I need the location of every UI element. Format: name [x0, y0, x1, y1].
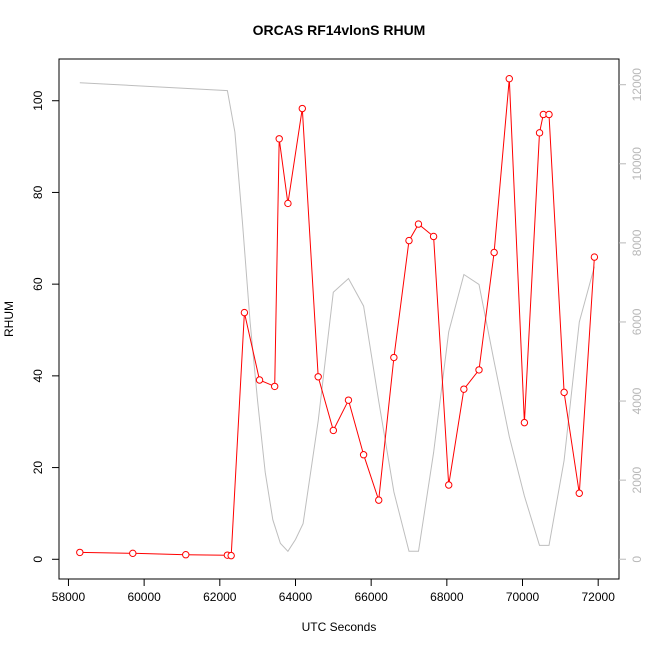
rhum-data-point: [375, 496, 383, 504]
rhum-data-point: [182, 550, 190, 559]
right-y-axis: 0 2000 4000 6000 8000 10000 12000: [619, 68, 644, 563]
rhum-data-point: [344, 396, 353, 404]
rhum-data-point: [275, 135, 283, 143]
y2-tick-label: 2000: [630, 466, 644, 493]
rhum-data-point: [314, 373, 322, 381]
y-tick-label: 20: [31, 461, 45, 475]
rhum-data-point: [560, 388, 568, 397]
y2-tick-label: 0: [630, 556, 644, 563]
altitude-series-line: [79, 82, 595, 553]
rhum-data-point: [227, 551, 235, 560]
x-axis-label: UTC Seconds: [302, 620, 377, 634]
rhum-data-point: [490, 248, 498, 257]
y-tick-label: 40: [31, 369, 45, 383]
y-axis-label: RHUM: [2, 301, 16, 337]
y-tick-label: 100: [31, 90, 45, 110]
rhum-data-point: [76, 548, 84, 557]
x-tick-label: 64000: [279, 590, 313, 604]
x-tick-label: 62000: [203, 590, 237, 604]
rhum-data-point: [475, 366, 483, 374]
rhum-data-point: [270, 382, 279, 391]
chart-title: ORCAS RF14vlonS RHUM: [253, 22, 426, 38]
y2-tick-label: 8000: [630, 229, 644, 256]
rhum-data-point: [460, 385, 468, 393]
rhum-data-point: [405, 236, 413, 245]
rhum-data-point: [505, 75, 513, 83]
y2-tick-label: 10000: [630, 147, 644, 181]
rhum-data-point: [359, 451, 368, 459]
rhum-data-point: [520, 418, 529, 427]
x-tick-label: 58000: [52, 590, 86, 604]
rhum-data-point: [240, 308, 249, 317]
y-tick-label: 60: [31, 277, 45, 291]
rhum-data-point: [414, 220, 423, 228]
x-tick-label: 60000: [127, 590, 161, 604]
y2-tick-label: 4000: [630, 387, 644, 414]
rhum-data-point: [590, 253, 599, 261]
rhum-data-point: [129, 549, 137, 558]
rhum-data-point: [284, 199, 292, 208]
y2-tick-label: 6000: [630, 308, 644, 335]
rhum-data-point: [445, 481, 453, 489]
rhum-data-point: [255, 376, 264, 384]
rhum-data-point: [545, 110, 553, 119]
x-tick-label: 72000: [582, 590, 616, 604]
y-tick-label: 0: [31, 556, 45, 563]
x-tick-label: 66000: [354, 590, 388, 604]
rhum-data-point: [298, 104, 306, 113]
rhum-data-point: [535, 129, 544, 137]
rhum-data-point: [390, 353, 398, 362]
x-tick-label: 70000: [506, 590, 540, 604]
y-tick-label: 80: [31, 185, 45, 199]
x-tick-label: 68000: [430, 590, 464, 604]
rhum-series-line: [79, 78, 595, 557]
rhum-data-point: [575, 489, 583, 497]
rhum-data-point: [329, 426, 338, 435]
x-axis: 58000 60000 62000 64000 66000 68000 70000 72000: [52, 579, 615, 604]
rhum-data-point: [429, 232, 438, 241]
y-axis: 0 20 40 60 80 100: [31, 90, 59, 563]
series-layer: [76, 75, 599, 560]
plot-frame: [58, 58, 620, 580]
y2-tick-label: 12000: [630, 68, 644, 102]
